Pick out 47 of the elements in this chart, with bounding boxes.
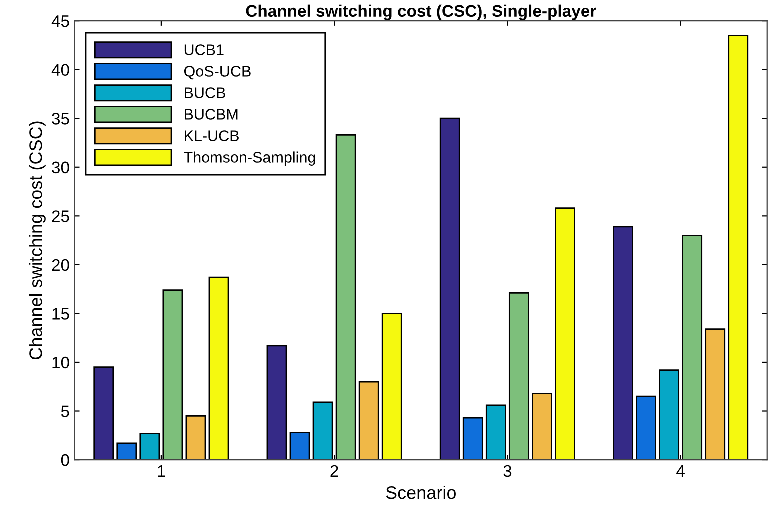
bar xyxy=(486,404,506,460)
bar xyxy=(312,402,334,460)
chart-title: Channel switching cost (CSC), Single-player xyxy=(246,4,596,20)
bar xyxy=(728,35,749,460)
bar xyxy=(208,276,230,460)
legend-label: BUCBM xyxy=(185,109,238,120)
bar xyxy=(555,208,576,460)
bar xyxy=(532,393,552,460)
bar xyxy=(162,290,184,460)
x-tick-label: 1 xyxy=(158,466,166,477)
y-axis-title: Channel switching cost (CSC) xyxy=(29,122,46,360)
bar xyxy=(613,226,634,460)
bar xyxy=(94,366,114,460)
y-tick-label: 5 xyxy=(61,406,70,418)
bar xyxy=(358,381,380,460)
bar xyxy=(116,442,138,460)
y-tick-label: 15 xyxy=(52,308,70,320)
bar xyxy=(659,370,680,460)
y-tick-label: 40 xyxy=(52,64,70,76)
bar xyxy=(705,328,726,460)
bar xyxy=(682,234,703,460)
legend-label: Thomson-Sampling xyxy=(184,152,316,166)
y-tick-label: 10 xyxy=(52,356,70,369)
bar xyxy=(440,118,460,460)
bar xyxy=(290,432,310,460)
y-tick-label: 45 xyxy=(52,16,70,28)
bar xyxy=(336,134,356,460)
legend-label: UCB1 xyxy=(184,44,224,56)
bar xyxy=(636,396,656,460)
y-tick-label: 20 xyxy=(52,259,70,272)
y-tick-label: 35 xyxy=(52,113,70,125)
legend-label: QoS-UCB xyxy=(184,66,251,80)
legend-label: KL-UCB xyxy=(185,130,239,142)
y-tick-label: 30 xyxy=(52,162,70,174)
x-tick-label: 2 xyxy=(330,465,338,477)
bar xyxy=(186,415,206,460)
bar xyxy=(140,433,160,460)
x-tick-label: 4 xyxy=(676,466,685,477)
y-tick-label: 25 xyxy=(52,210,70,222)
x-tick-label: 3 xyxy=(504,465,512,478)
y-tick-label: 0 xyxy=(61,454,70,466)
legend-label: BUCB xyxy=(185,88,226,98)
bar xyxy=(382,313,402,460)
bar xyxy=(462,417,484,460)
bar xyxy=(266,345,288,460)
bar xyxy=(508,292,530,460)
x-axis-title: Scenario xyxy=(386,486,456,500)
